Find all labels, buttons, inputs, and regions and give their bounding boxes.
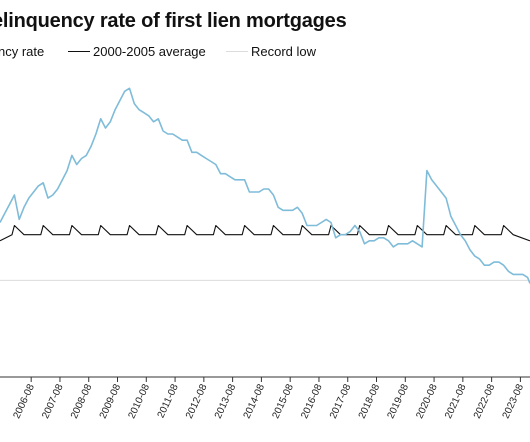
x-tick-label: 2012-08 — [184, 382, 210, 420]
x-tick-label: 2023-08 — [501, 382, 527, 420]
series-line-ncy-rate — [0, 87, 530, 284]
x-tick-label: 2013-08 — [213, 382, 239, 420]
series-line-2000-2005-average — [0, 224, 530, 242]
x-tick-label: 2017-08 — [328, 382, 354, 420]
x-tick-label: 2011-08 — [156, 382, 181, 420]
legend-label-record-low: Record low — [251, 44, 317, 59]
x-tick-label: 2016-08 — [299, 382, 325, 420]
legend-swatch-record-low — [226, 51, 248, 52]
x-tick-label: 2019-08 — [386, 382, 412, 420]
x-tick-label: 2022-08 — [472, 382, 498, 420]
x-tick-label: 2006-08 — [11, 382, 37, 420]
legend-swatch-average — [68, 51, 90, 52]
legend-label-average: 2000-2005 average — [93, 44, 206, 59]
x-tick-label: 2010-08 — [127, 382, 153, 420]
x-tick-label: 2014-08 — [242, 382, 268, 420]
x-tick-label: 2018-08 — [357, 382, 383, 420]
chart-title: elinquency rate of first lien mortgages — [0, 10, 347, 32]
legend-label-delinquency-rate: ncy rate — [0, 44, 45, 59]
x-tick-label: 2015-08 — [270, 382, 296, 420]
x-tick-label: 2007-08 — [40, 382, 66, 420]
x-tick-label: 2021-08 — [443, 382, 469, 420]
x-tick-label: 2020-08 — [414, 382, 440, 420]
legend: ncy rate 2000-2005 average Record low — [0, 44, 530, 60]
x-tick-label: 2008-08 — [69, 382, 95, 420]
x-tick-label: 2009-08 — [98, 382, 124, 420]
